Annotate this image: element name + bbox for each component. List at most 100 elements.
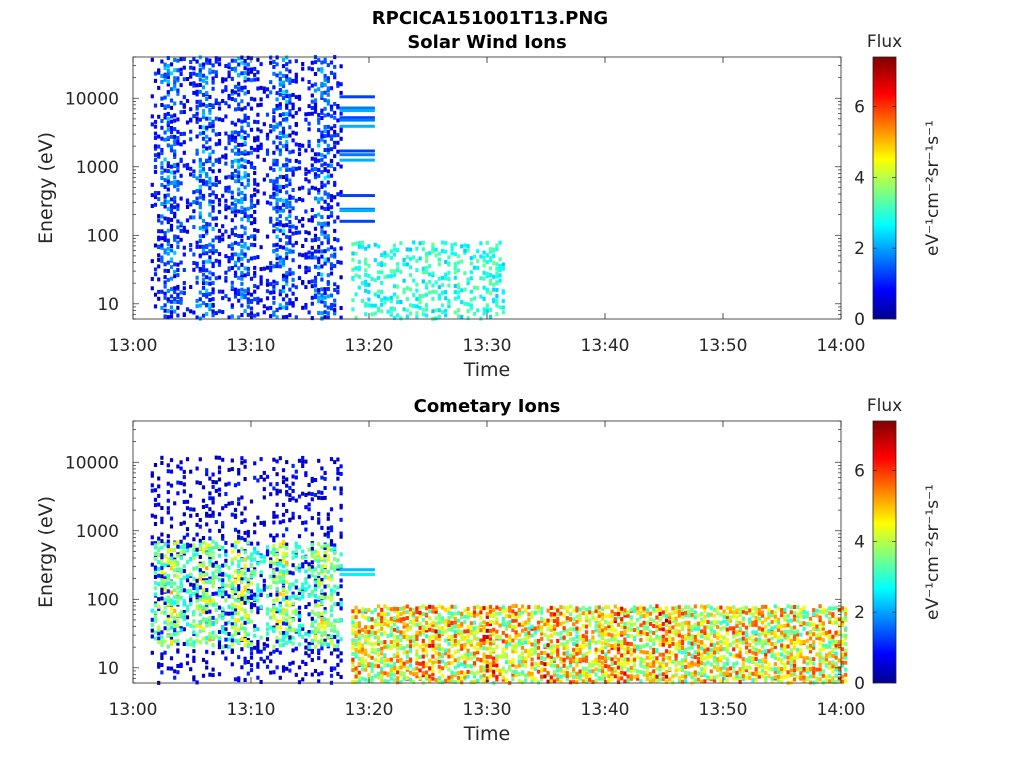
cell <box>575 614 579 619</box>
cell <box>408 644 413 649</box>
cell <box>208 476 212 481</box>
cell <box>307 507 311 512</box>
cell <box>594 657 598 662</box>
cell <box>466 615 470 620</box>
cell <box>469 664 473 669</box>
cell <box>221 99 225 103</box>
cell <box>272 649 276 654</box>
cell <box>294 225 298 230</box>
cell <box>285 103 289 108</box>
cell <box>418 305 422 310</box>
cell <box>275 558 279 563</box>
cell <box>313 288 318 293</box>
cell <box>317 648 321 653</box>
cell <box>559 642 563 647</box>
cell <box>613 646 617 651</box>
cell <box>249 298 254 303</box>
cell <box>600 660 605 665</box>
cell <box>320 215 324 220</box>
cell <box>600 632 605 637</box>
cell <box>396 635 400 640</box>
cell <box>182 599 186 604</box>
cell <box>227 174 231 179</box>
cell <box>221 594 225 599</box>
cell <box>463 301 467 306</box>
cell <box>205 180 209 185</box>
energy-line-1-6 <box>339 124 375 128</box>
cell <box>288 486 292 490</box>
cell <box>453 616 457 621</box>
cell <box>246 182 250 187</box>
cell <box>447 255 451 260</box>
cell <box>434 623 438 628</box>
cell <box>317 290 321 295</box>
cell <box>249 194 254 199</box>
cell <box>243 151 247 156</box>
cell <box>639 679 643 684</box>
cell <box>380 615 384 620</box>
cell <box>173 162 177 167</box>
cell <box>632 657 637 662</box>
cell <box>623 647 627 652</box>
cell <box>552 663 557 668</box>
cell <box>272 162 276 167</box>
cell <box>645 632 649 637</box>
cell <box>265 664 270 669</box>
cell <box>565 606 569 610</box>
cell <box>230 266 234 270</box>
cell <box>179 556 183 560</box>
cell <box>163 275 167 280</box>
cell <box>383 612 387 617</box>
cell <box>240 119 244 124</box>
cell <box>211 238 215 243</box>
cell <box>153 497 158 502</box>
cell <box>360 607 365 612</box>
cell <box>208 303 212 308</box>
cell <box>237 118 241 123</box>
cell <box>320 272 324 277</box>
cell <box>307 280 311 285</box>
cell <box>565 632 569 637</box>
cell <box>604 673 608 678</box>
cell <box>629 634 633 639</box>
cell <box>224 203 228 208</box>
cell <box>648 604 653 609</box>
cell <box>354 634 358 639</box>
cell <box>233 625 238 630</box>
cell <box>485 308 489 313</box>
cell <box>205 545 209 550</box>
cell <box>169 625 174 630</box>
cell <box>198 571 202 576</box>
cell <box>333 644 337 649</box>
cell <box>230 280 234 285</box>
cell <box>256 593 260 598</box>
cell <box>297 566 302 571</box>
cell <box>421 312 425 317</box>
cell <box>364 312 368 317</box>
cell <box>524 640 528 645</box>
cell <box>285 216 289 221</box>
cell <box>370 669 374 674</box>
cell <box>501 622 505 627</box>
cell <box>313 214 318 219</box>
cell <box>237 209 241 214</box>
cell <box>357 657 361 661</box>
cell <box>246 533 250 538</box>
cell <box>205 572 209 577</box>
cell <box>373 303 377 308</box>
cell <box>549 652 553 657</box>
cell <box>272 125 276 129</box>
cell <box>326 221 330 226</box>
cell <box>317 212 321 217</box>
cell <box>317 656 321 661</box>
cell <box>285 599 289 604</box>
cell <box>463 248 467 253</box>
cell <box>329 565 334 570</box>
cell <box>166 463 170 468</box>
cell <box>198 83 202 87</box>
cell <box>201 169 206 174</box>
cell <box>476 308 480 313</box>
cell <box>495 605 499 610</box>
cell <box>166 92 170 97</box>
